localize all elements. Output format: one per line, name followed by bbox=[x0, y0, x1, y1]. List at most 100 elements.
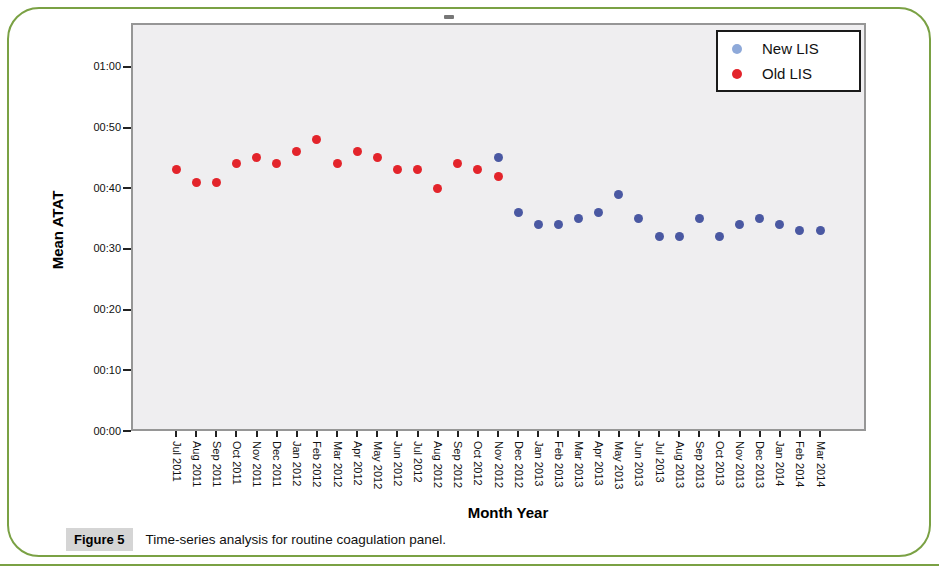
x-tick-label: May 2012 bbox=[371, 441, 384, 489]
x-tick-label: Feb 2012 bbox=[310, 441, 323, 487]
x-tick-mark bbox=[356, 431, 358, 437]
x-tick-mark bbox=[497, 431, 499, 437]
data-point-new-lis bbox=[574, 214, 583, 223]
data-point-new-lis bbox=[554, 220, 563, 229]
x-tick-mark bbox=[578, 431, 580, 437]
data-point-new-lis bbox=[534, 220, 543, 229]
x-tick-label: May 2013 bbox=[612, 441, 625, 489]
x-tick-label: Jul 2012 bbox=[411, 441, 424, 483]
y-tick-mark bbox=[123, 430, 131, 432]
x-tick-label: Nov 2012 bbox=[492, 441, 505, 488]
data-point-old-lis bbox=[172, 165, 181, 174]
x-tick-mark bbox=[739, 431, 741, 437]
y-tick-mark bbox=[123, 369, 131, 371]
x-tick-label: Nov 2011 bbox=[250, 441, 263, 487]
x-tick-mark bbox=[276, 431, 278, 437]
y-tick-mark bbox=[123, 127, 131, 129]
x-tick-label: Mar 2012 bbox=[331, 441, 344, 487]
legend-entry: New LIS bbox=[718, 40, 859, 57]
x-tick-label: Dec 2013 bbox=[753, 441, 766, 488]
data-point-new-lis bbox=[514, 208, 523, 217]
x-tick-label: Jul 2011 bbox=[170, 441, 183, 482]
data-point-new-lis bbox=[816, 226, 825, 235]
x-tick-mark bbox=[195, 431, 197, 437]
y-tick-label: 00:10 bbox=[77, 364, 121, 377]
x-tick-label: Jan 2014 bbox=[773, 441, 786, 486]
x-tick-mark bbox=[698, 431, 700, 437]
x-tick-label: Sep 2013 bbox=[693, 441, 706, 488]
x-tick-mark bbox=[718, 431, 720, 437]
y-axis-title: Mean ATAT bbox=[49, 191, 66, 270]
x-tick-label: Jan 2013 bbox=[532, 441, 545, 486]
x-tick-mark bbox=[618, 431, 620, 437]
x-tick-label: Oct 2013 bbox=[713, 441, 726, 486]
x-tick-mark bbox=[396, 431, 398, 437]
legend-dot-icon bbox=[732, 44, 742, 54]
y-tick-label: 00:00 bbox=[77, 425, 121, 438]
x-tick-label: Mar 2013 bbox=[572, 441, 585, 487]
legend-label: New LIS bbox=[762, 40, 819, 57]
data-point-new-lis bbox=[695, 214, 704, 223]
figure-caption-label: Figure 5 bbox=[66, 528, 133, 551]
data-point-old-lis bbox=[494, 172, 503, 181]
data-point-new-lis bbox=[655, 232, 664, 241]
x-tick-label: Apr 2013 bbox=[592, 441, 605, 486]
x-tick-mark bbox=[658, 431, 660, 437]
x-tick-mark bbox=[175, 431, 177, 437]
x-tick-mark bbox=[376, 431, 378, 437]
x-tick-label: Jul 2013 bbox=[653, 441, 666, 483]
x-tick-label: Jun 2013 bbox=[632, 441, 645, 486]
bottom-divider-line bbox=[0, 564, 939, 566]
x-tick-mark bbox=[537, 431, 539, 437]
y-tick-mark bbox=[123, 309, 131, 311]
legend: New LIS Old LIS bbox=[716, 30, 861, 92]
x-tick-mark bbox=[477, 431, 479, 437]
data-point-old-lis bbox=[433, 184, 442, 193]
top-artifact-mark bbox=[444, 15, 454, 19]
y-tick-label: 00:20 bbox=[77, 303, 121, 316]
x-tick-label: Jun 2012 bbox=[391, 441, 404, 486]
data-point-old-lis bbox=[212, 178, 221, 187]
x-tick-mark bbox=[437, 431, 439, 437]
x-tick-mark bbox=[316, 431, 318, 437]
figure-caption-text: Time-series analysis for routine coagula… bbox=[146, 532, 446, 547]
x-tick-label: Sep 2011 bbox=[210, 441, 223, 487]
data-point-new-lis bbox=[614, 190, 623, 199]
data-point-old-lis bbox=[353, 147, 362, 156]
figure-page: Mean ATAT Month Year 00:00 00:10 00:20 00:3… bbox=[0, 0, 939, 568]
x-tick-label: Oct 2012 bbox=[471, 441, 484, 486]
x-tick-mark bbox=[336, 431, 338, 437]
x-tick-mark bbox=[799, 431, 801, 437]
x-tick-label: Aug 2012 bbox=[431, 441, 444, 488]
x-tick-label: Dec 2012 bbox=[512, 441, 525, 488]
legend-entry: Old LIS bbox=[718, 65, 859, 82]
y-tick-label: 00:50 bbox=[77, 121, 121, 134]
x-tick-label: Sep 2012 bbox=[451, 441, 464, 488]
x-tick-mark bbox=[457, 431, 459, 437]
x-tick-mark bbox=[819, 431, 821, 437]
x-tick-mark bbox=[235, 431, 237, 437]
x-tick-label: Apr 2012 bbox=[351, 441, 364, 486]
legend-dot-icon bbox=[732, 69, 742, 79]
data-point-new-lis bbox=[675, 232, 684, 241]
x-tick-label: Oct 2011 bbox=[230, 441, 243, 485]
x-tick-label: Feb 2013 bbox=[552, 441, 565, 487]
data-point-old-lis bbox=[192, 178, 201, 187]
x-tick-label: Dec 2011 bbox=[270, 441, 283, 487]
x-tick-mark bbox=[557, 431, 559, 437]
x-tick-label: Aug 2011 bbox=[190, 441, 203, 487]
y-tick-mark bbox=[123, 248, 131, 250]
figure-caption: Figure 5 Time-series analysis for routin… bbox=[66, 528, 446, 551]
x-tick-mark bbox=[779, 431, 781, 437]
y-tick-mark bbox=[123, 66, 131, 68]
x-tick-label: Jan 2012 bbox=[290, 441, 303, 486]
x-tick-label: Aug 2013 bbox=[673, 441, 686, 488]
y-tick-mark bbox=[123, 187, 131, 189]
y-tick-label: 00:30 bbox=[77, 242, 121, 255]
legend-label: Old LIS bbox=[762, 65, 812, 82]
x-axis-title: Month Year bbox=[468, 504, 549, 521]
x-tick-label: Feb 2014 bbox=[793, 441, 806, 487]
x-tick-mark bbox=[256, 431, 258, 437]
x-tick-mark bbox=[296, 431, 298, 437]
x-tick-mark bbox=[759, 431, 761, 437]
